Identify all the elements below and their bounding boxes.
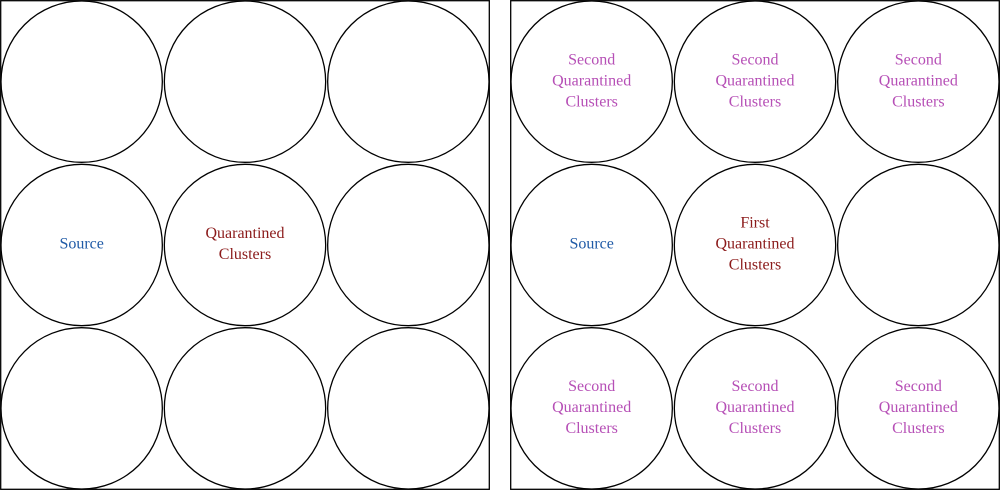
cluster-label: Clusters [729, 93, 781, 110]
cluster-circle [673, 0, 837, 163]
cluster-label: Quarantined [879, 399, 958, 416]
cluster-circle [0, 163, 163, 327]
cluster-circle [0, 0, 163, 163]
cluster-circle [510, 327, 673, 490]
cluster-label: Clusters [892, 93, 944, 110]
cluster-cell: Source [510, 163, 673, 327]
cluster-cell: Second Quarantined Clusters [837, 0, 1000, 163]
cluster-circle [327, 0, 490, 163]
cluster-label: Quarantined [552, 72, 631, 89]
cluster-circle [163, 163, 327, 327]
cluster-label: Quarantined [879, 72, 958, 89]
cluster-circle [673, 327, 837, 490]
cluster-circle [510, 0, 673, 163]
cluster-label: Second [731, 378, 778, 395]
cluster-cell [327, 327, 490, 490]
cluster-cell [0, 0, 163, 163]
cluster-cell: Second Quarantined Clusters [673, 327, 837, 490]
cluster-label: Second [568, 378, 615, 395]
cluster-circle [837, 327, 1000, 490]
cluster-label: Clusters [565, 93, 617, 110]
cluster-cell [0, 327, 163, 490]
cluster-label: Clusters [729, 420, 781, 437]
cluster-label: Second [731, 51, 778, 68]
right-grid-drawing: Second Quarantined Clusters Second Quarantin… [510, 0, 1000, 490]
cluster-label: Source [569, 236, 613, 253]
cluster-cell: Second Quarantined Clusters [673, 0, 837, 163]
cluster-circle [837, 0, 1000, 163]
cluster-cell [327, 0, 490, 163]
cluster-circle [163, 0, 327, 163]
cluster-cell: Quarantined Clusters [163, 163, 327, 327]
left-cluster-grid: Source Quarantined Clusters [0, 0, 490, 490]
cluster-circle [327, 163, 490, 327]
cluster-circle [510, 163, 673, 327]
cluster-label: Quarantined [715, 399, 794, 416]
left-grid-drawing: Source Quarantined Clusters [0, 0, 490, 490]
cluster-circle [0, 327, 163, 490]
cluster-label: Second [895, 51, 942, 68]
cluster-cell [163, 0, 327, 163]
cluster-label: Clusters [892, 420, 944, 437]
cluster-circle [673, 163, 837, 327]
cluster-cell: Second Quarantined Clusters [837, 327, 1000, 490]
cluster-cell: First Quarantined Clusters [673, 163, 837, 327]
cluster-circle [327, 327, 490, 490]
cluster-label: Quarantined [715, 236, 794, 253]
cluster-label: Source [59, 236, 103, 253]
cluster-cell [327, 163, 490, 327]
cluster-label: Quarantined [715, 72, 794, 89]
cluster-label: Clusters [565, 420, 617, 437]
cluster-circle [837, 163, 1000, 327]
cluster-cell: Second Quarantined Clusters [510, 327, 673, 490]
cluster-cell: Source [0, 163, 163, 327]
cluster-cell [163, 327, 327, 490]
right-cluster-grid: Second Quarantined Clusters Second Quarantin… [510, 0, 1000, 490]
cluster-label: Clusters [219, 246, 271, 263]
cluster-label: Clusters [729, 257, 781, 274]
cluster-cell: Second Quarantined Clusters [510, 0, 673, 163]
cluster-label: Quarantined [205, 225, 284, 242]
cluster-label: First [740, 215, 770, 232]
cluster-circle [163, 327, 327, 490]
cluster-cell [837, 163, 1000, 327]
cluster-label: Quarantined [552, 399, 631, 416]
cluster-label: Second [568, 51, 615, 68]
cluster-label: Second [895, 378, 942, 395]
